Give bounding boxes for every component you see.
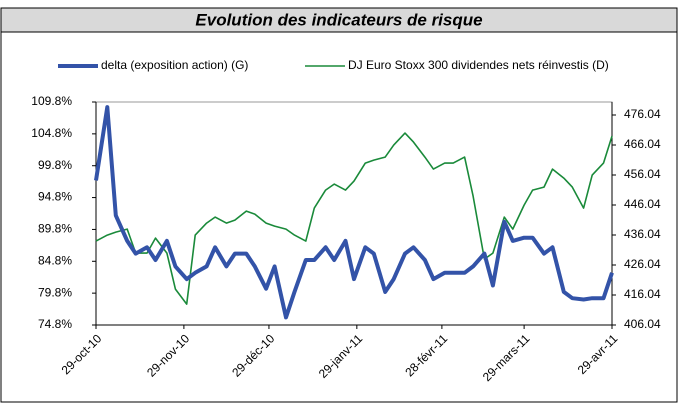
y-tick-label: 104.8% [31,126,72,140]
title-bar [0,7,678,33]
y-tick-label: 84.8% [38,253,72,267]
y-tick-label: 109.8% [31,94,72,108]
chart-title: Evolution des indicateurs de risque [195,10,482,29]
y2-tick-label: 466.04 [624,137,661,151]
y-tick-label: 94.8% [38,190,72,204]
y-tick-label: 99.8% [38,158,72,172]
series-line [94,105,614,320]
y2-tick-label: 446.04 [624,197,661,211]
y2-tick-label: 436.04 [624,227,661,241]
y-tick-label: 74.8% [38,317,72,331]
y-tick-label: 89.8% [38,222,72,236]
y2-tick-label: 406.04 [624,317,661,331]
series-line [95,132,613,305]
legend-label: delta (exposition action) (G) [101,58,248,72]
y2-tick-label: 476.04 [624,107,661,121]
legend-label: DJ Euro Stoxx 300 dividendes nets réinve… [348,58,609,72]
y-tick-label: 79.8% [38,285,72,299]
y2-tick-label: 426.04 [624,257,661,271]
y2-tick-label: 416.04 [624,287,661,301]
y2-tick-label: 456.04 [624,167,661,181]
